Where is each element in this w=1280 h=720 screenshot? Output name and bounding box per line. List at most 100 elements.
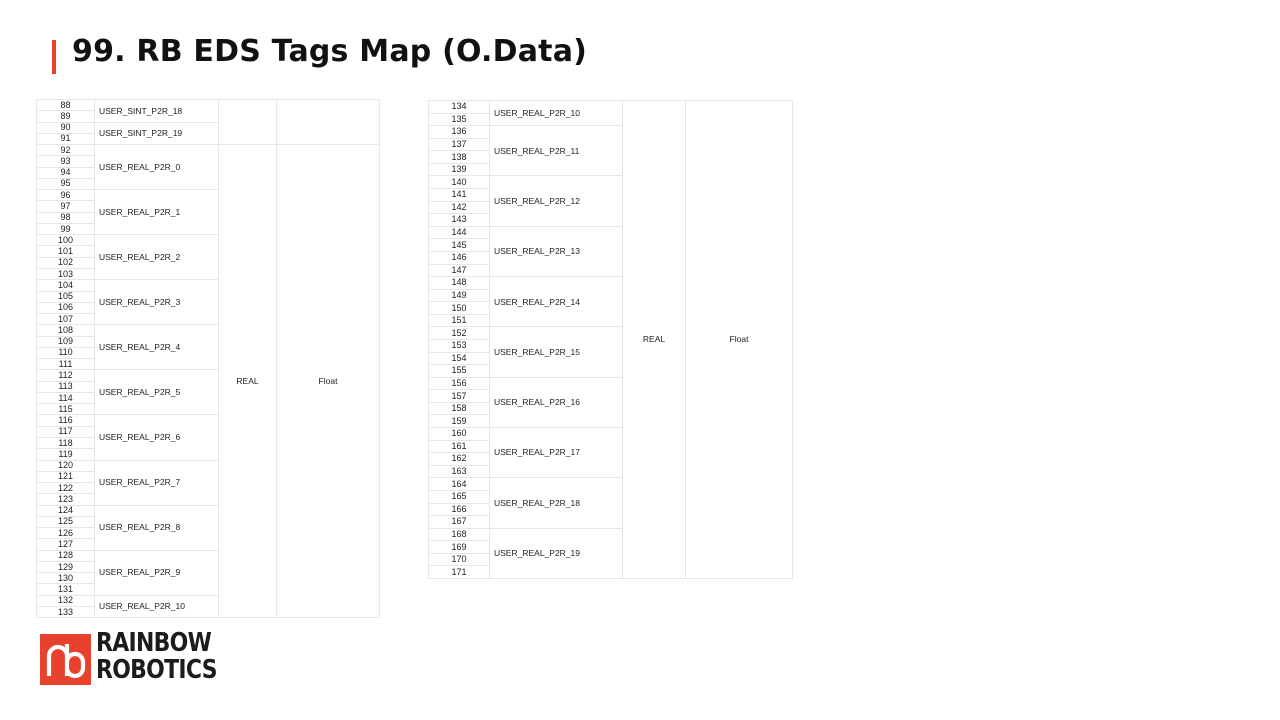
table-row: 116 USER_REAL_P2R_6 xyxy=(36,414,380,461)
row-index: 146 xyxy=(428,250,490,265)
row-index: 132 xyxy=(36,594,95,607)
row-index: 152 xyxy=(428,326,490,340)
row-index: 134 xyxy=(428,100,490,114)
rb-logo-icon xyxy=(40,634,91,685)
table-row: 152 USER_REAL_P2R_15 xyxy=(428,326,793,378)
row-index: 122 xyxy=(36,482,95,495)
row-index: 133 xyxy=(36,605,95,619)
row-index: 124 xyxy=(36,504,95,517)
tag-name: USER_REAL_P2R_10 xyxy=(94,594,219,619)
table-row: 120 USER_REAL_P2R_7 xyxy=(36,459,380,506)
row-index: 170 xyxy=(428,552,490,567)
table-row: 156 USER_REAL_P2R_16 xyxy=(428,376,793,429)
table-row: 89 xyxy=(36,110,380,123)
data-format-cell: Float xyxy=(276,144,380,619)
row-index: 113 xyxy=(36,380,95,393)
row-index: 145 xyxy=(428,238,490,252)
row-index: 135 xyxy=(428,112,490,127)
data-format-cell xyxy=(276,98,380,146)
tag-name: USER_REAL_P2R_3 xyxy=(94,279,219,326)
row-index: 151 xyxy=(428,313,490,328)
row-index: 140 xyxy=(428,175,490,190)
row-index: 116 xyxy=(36,414,95,427)
row-index: 165 xyxy=(428,489,490,504)
row-index: 121 xyxy=(36,470,95,484)
tag-name: USER_REAL_P2R_0 xyxy=(94,144,219,191)
table-row: 134 USER_REAL_P2R_10 REAL Float xyxy=(428,99,793,579)
row-index: 104 xyxy=(36,279,95,292)
row-index: 171 xyxy=(428,565,490,579)
tag-name: USER_REAL_P2R_7 xyxy=(94,459,219,506)
row-index: 139 xyxy=(428,162,490,177)
logo-wordmark: RAINBOW ROBOTICS xyxy=(96,630,234,684)
tag-name: USER_REAL_P2R_19 xyxy=(489,527,623,579)
row-index: 148 xyxy=(428,276,490,290)
row-index: 167 xyxy=(428,515,490,529)
table-row: 128 USER_REAL_P2R_9 xyxy=(36,549,380,596)
table-row: 124 USER_REAL_P2R_8 xyxy=(36,504,380,551)
row-index: 119 xyxy=(36,448,95,461)
row-index: 158 xyxy=(428,401,490,416)
row-index: 88 xyxy=(36,98,95,112)
row-index: 103 xyxy=(36,267,95,281)
row-index: 114 xyxy=(36,391,95,405)
tag-name: USER_REAL_P2R_17 xyxy=(489,427,623,479)
row-index: 126 xyxy=(36,527,95,540)
row-index: 143 xyxy=(428,213,490,227)
row-index: 91 xyxy=(36,132,95,146)
row-index: 95 xyxy=(36,177,95,191)
tag-name: USER_REAL_P2R_8 xyxy=(94,504,219,551)
row-index: 112 xyxy=(36,369,95,382)
table-row: 168 USER_REAL_P2R_19 xyxy=(428,527,793,579)
data-type-cell xyxy=(218,98,277,146)
tag-name: USER_SINT_P2R_18 xyxy=(94,99,219,123)
row-index: 162 xyxy=(428,452,490,466)
tag-name: USER_SINT_P2R_19 xyxy=(94,121,219,146)
table-row: 135 xyxy=(428,112,793,127)
row-index: 96 xyxy=(36,189,95,202)
row-index: 108 xyxy=(36,324,95,337)
row-index: 168 xyxy=(428,527,490,542)
title-accent-bar xyxy=(52,40,56,74)
table-row: 88 USER_SINT_P2R_18 xyxy=(36,98,380,146)
tags-table-left: 88 USER_SINT_P2R_18 89 90 USER_SINT_P2R_19 91… xyxy=(36,98,380,619)
row-index: 101 xyxy=(36,245,95,258)
row-index: 153 xyxy=(428,339,490,353)
tag-name: USER_REAL_P2R_5 xyxy=(94,369,219,416)
row-index: 106 xyxy=(36,301,95,315)
table-row: 90 USER_SINT_P2R_19 xyxy=(36,121,380,146)
row-index: 120 xyxy=(36,459,95,472)
table-row: 96 USER_REAL_P2R_1 xyxy=(36,189,380,236)
row-index: 157 xyxy=(428,389,490,403)
table-row: 171 xyxy=(428,565,793,579)
row-index: 110 xyxy=(36,346,95,360)
tag-name: USER_REAL_P2R_9 xyxy=(94,549,219,596)
row-index: 111 xyxy=(36,358,95,371)
tag-name: USER_REAL_P2R_6 xyxy=(94,414,219,461)
row-index: 149 xyxy=(428,288,490,303)
row-index: 154 xyxy=(428,351,490,366)
row-index: 93 xyxy=(36,155,95,168)
row-index: 160 xyxy=(428,427,490,441)
row-index: 163 xyxy=(428,464,490,479)
row-index: 166 xyxy=(428,502,490,517)
row-index: 125 xyxy=(36,515,95,529)
row-index: 137 xyxy=(428,137,490,152)
table-row: 160 USER_REAL_P2R_17 xyxy=(428,427,793,479)
row-index: 169 xyxy=(428,540,490,554)
row-index: 164 xyxy=(428,477,490,491)
row-index: 159 xyxy=(428,414,490,429)
table-row: 112 USER_REAL_P2R_5 xyxy=(36,369,380,416)
row-index: 99 xyxy=(36,222,95,236)
tag-name: USER_REAL_P2R_12 xyxy=(489,175,623,227)
table-row: 164 USER_REAL_P2R_18 xyxy=(428,477,793,529)
table-row: 108 USER_REAL_P2R_4 xyxy=(36,324,380,371)
row-index: 90 xyxy=(36,121,95,134)
logo-line1: RAINBOW xyxy=(96,628,212,658)
table-row: 131 xyxy=(36,583,380,596)
tag-name: USER_REAL_P2R_18 xyxy=(489,477,623,529)
row-index: 105 xyxy=(36,290,95,303)
row-index: 92 xyxy=(36,144,95,157)
tag-name: USER_REAL_P2R_4 xyxy=(94,324,219,371)
table-row: 141 xyxy=(428,188,793,202)
